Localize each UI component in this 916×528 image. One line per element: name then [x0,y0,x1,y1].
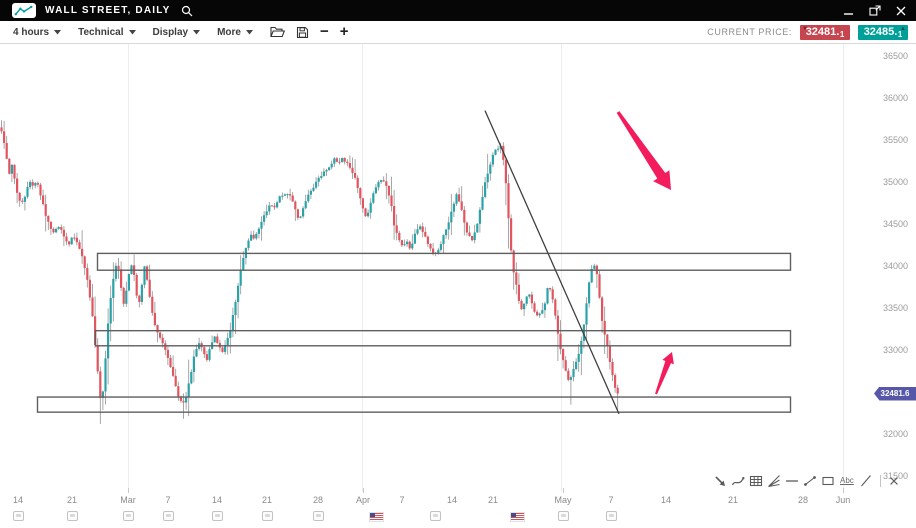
us-flag-icon[interactable] [369,512,384,522]
chart-area: 36500 36000 35500 35000 34500 34000 33500 33000… [0,44,916,528]
folder-open-icon [270,26,285,38]
zoom-out-button[interactable]: − [320,23,329,40]
pointer-tool-icon[interactable] [712,473,727,488]
calendar-event-icon[interactable] [212,511,223,521]
display-label: Display [152,26,189,38]
timeframe-label: 4 hours [13,26,50,38]
calendar-event-icon[interactable] [262,511,273,521]
chevron-down-icon [128,29,136,34]
zoom-in-button[interactable]: + [339,23,349,40]
calendar-event-icon[interactable] [558,511,569,521]
price-up-arrow-icon: ▲ [900,25,906,32]
current-price-cluster: CURRENT PRICE: ▼ 32481. 1 32485. 1 ▲ [707,24,910,40]
calendar-event-icon[interactable] [606,511,617,521]
app-logo-icon [12,3,36,18]
open-chart-button[interactable] [270,26,285,38]
grid-tool-icon[interactable] [748,473,763,488]
horizontal-line-tool-icon[interactable] [784,473,799,488]
calendar-event-icon[interactable] [313,511,324,521]
trendline-tool-icon[interactable] [802,473,817,488]
timeframe-dropdown[interactable]: 4 hours [13,26,62,38]
current-price-tag: 32481.6 [874,386,916,401]
sell-price-badge[interactable]: ▼ 32481. 1 [800,24,850,40]
brush-tool-icon[interactable] [730,473,745,488]
sell-price-value: 32481. [805,26,840,38]
search-icon[interactable] [181,5,193,17]
rectangle-tool-icon[interactable] [820,473,835,488]
chevron-down-icon [193,29,201,34]
technical-label: Technical [78,26,124,38]
calendar-event-icon[interactable] [67,511,78,521]
close-tool-icon[interactable] [887,473,902,488]
ray-line-tool-icon[interactable] [859,473,874,488]
text-tool-icon[interactable]: Abc [840,476,854,485]
window-controls [844,5,906,16]
more-dropdown[interactable]: More [217,27,253,38]
minimize-icon[interactable] [844,6,854,16]
chart-toolbar: 4 hours Technical Display More [0,21,916,44]
current-price-label: CURRENT PRICE: [707,27,792,37]
sell-price-pip: 1 [839,29,845,39]
chart-window-title: WALL STREET, DAILY [45,5,171,16]
price-down-arrow-icon: ▼ [802,25,808,32]
window-titlebar: WALL STREET, DAILY [0,0,916,21]
save-icon [296,26,309,38]
calendar-event-icon[interactable] [13,511,24,521]
popout-icon[interactable] [869,5,881,16]
calendar-event-icon[interactable] [123,511,134,521]
display-dropdown[interactable]: Display [153,27,201,38]
current-price-tag-value: 32481.6 [880,389,910,399]
chevron-down-icon [54,29,62,34]
calendar-event-icon[interactable] [163,511,174,521]
calendar-event-icon[interactable] [430,511,441,521]
fan-lines-tool-icon[interactable] [766,473,781,488]
drawing-toolbar: Abc [712,473,902,488]
buy-price-pip: 1 [897,29,903,39]
us-flag-icon[interactable] [510,512,525,522]
technical-dropdown[interactable]: Technical [78,26,136,38]
price-chart-canvas[interactable] [0,44,916,528]
buy-price-value: 32485. [863,26,898,38]
save-chart-button[interactable] [296,26,309,39]
close-icon[interactable] [896,6,906,16]
toolbar-separator [879,474,881,487]
more-label: More [217,26,241,38]
buy-price-badge[interactable]: 32485. 1 ▲ [858,24,908,40]
chevron-down-icon [246,29,253,34]
